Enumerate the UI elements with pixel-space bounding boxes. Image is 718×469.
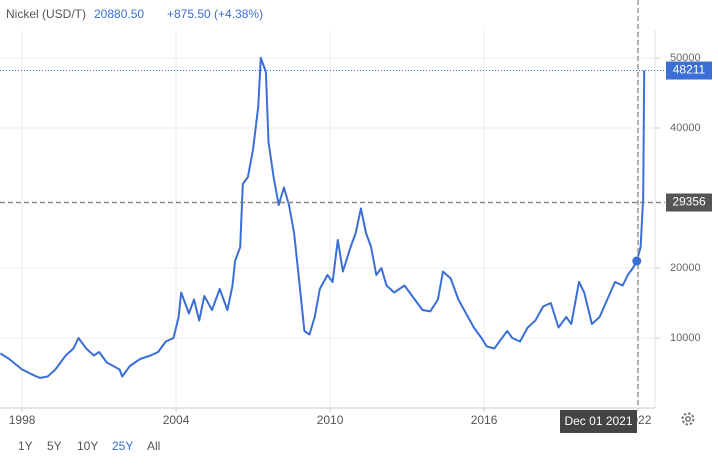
- range-button[interactable]: All: [147, 439, 160, 453]
- y-tick-label: 50000: [670, 52, 701, 64]
- y-tick-label: 10000: [670, 332, 701, 344]
- last-value-label: 48211: [673, 63, 706, 77]
- y-tick-label: 40000: [670, 122, 701, 134]
- range-button[interactable]: 1Y: [18, 439, 33, 453]
- x-tick-label: 2016: [471, 413, 498, 427]
- series-line: [0, 57, 646, 379]
- range-button[interactable]: 10Y: [77, 439, 98, 453]
- x-tick-label: 2004: [163, 413, 190, 427]
- price: 20880.50: [94, 7, 144, 21]
- grid: [0, 30, 655, 408]
- range-button[interactable]: 25Y: [112, 439, 133, 453]
- crosshair-value-box: [666, 193, 712, 212]
- crosshair-value-label: 29356: [672, 195, 706, 209]
- y-tick-label: 20000: [670, 262, 701, 274]
- last-value-box: [666, 61, 712, 80]
- chart-title: Nickel (USD/T): [6, 7, 86, 21]
- x-tick-label: 2010: [317, 413, 344, 427]
- crosshair-date-label: Dec 01 2021: [564, 414, 632, 428]
- change: +875.50 (+4.38%): [167, 7, 263, 21]
- gear-center: [684, 415, 692, 423]
- x-tick-label: 1998: [9, 413, 36, 427]
- range-button[interactable]: 5Y: [47, 439, 62, 453]
- crosshair-date-box: [560, 410, 637, 433]
- gear-teeth: [681, 412, 695, 426]
- crosshair-point: [632, 256, 642, 266]
- settings-icon[interactable]: [681, 412, 695, 426]
